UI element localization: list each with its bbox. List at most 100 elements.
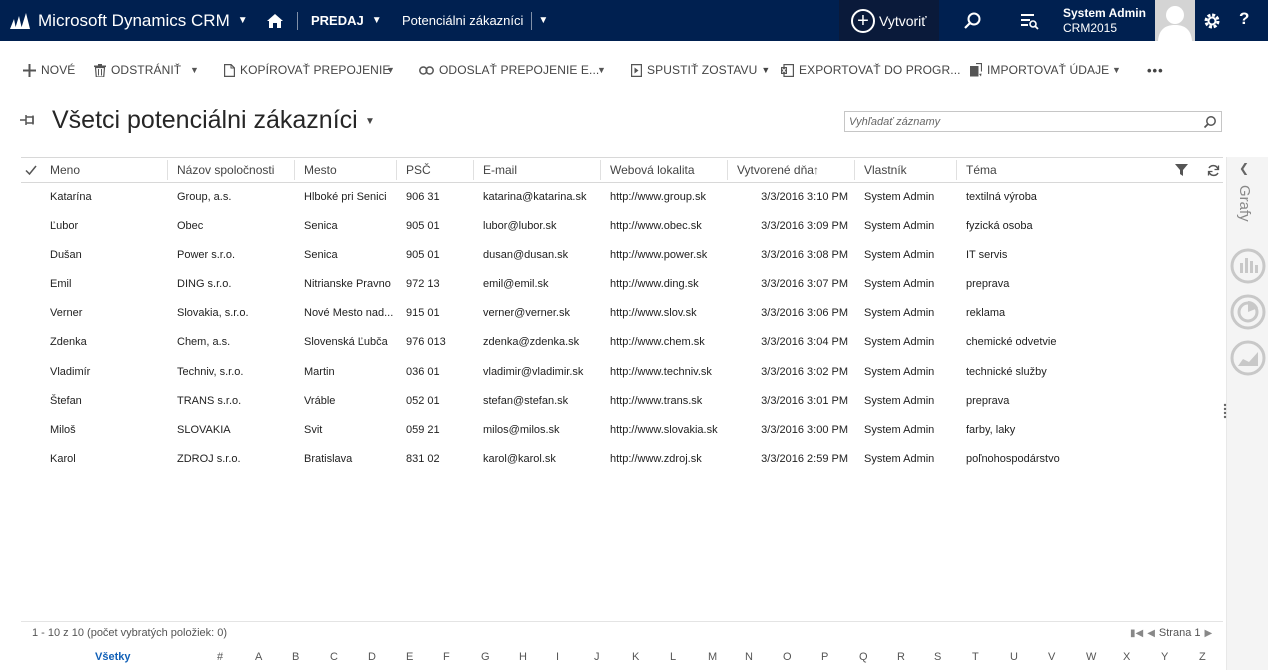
- charts-pane-label[interactable]: Grafy: [1236, 185, 1253, 222]
- advanced-find-icon[interactable]: [1019, 11, 1039, 31]
- cell-email[interactable]: verner@verner.sk: [483, 307, 570, 320]
- alpha-filter-letter[interactable]: D: [368, 651, 376, 663]
- cell-email[interactable]: zdenka@zdenka.sk: [483, 336, 580, 349]
- cell-name[interactable]: Emil: [50, 278, 72, 291]
- cell-website[interactable]: http://www.slovakia.sk: [610, 423, 718, 436]
- run-report-button[interactable]: SPUSTIŤ ZOSTAVU ▼: [631, 61, 770, 79]
- send-link-dropdown-icon[interactable]: ▼: [597, 65, 606, 75]
- table-row[interactable]: Štefan TRANS s.r.o. Vráble 052 01 stefan@ste…: [21, 387, 1223, 416]
- alpha-filter-letter[interactable]: F: [443, 651, 450, 663]
- export-button[interactable]: EXPORTOVAŤ DO PROGR...: [781, 61, 961, 79]
- cell-email[interactable]: lubor@lubor.sk: [483, 220, 557, 233]
- alpha-filter-letter[interactable]: T: [972, 651, 979, 663]
- column-divider[interactable]: [473, 160, 474, 180]
- column-divider[interactable]: [294, 160, 295, 180]
- column-header-created-on[interactable]: Vytvorené dňa: [737, 163, 814, 177]
- table-row[interactable]: Miloš SLOVAKIA Svit 059 21 milos@milos.sk htt…: [21, 416, 1223, 445]
- help-button[interactable]: ?: [1239, 9, 1250, 28]
- column-header-city[interactable]: Mesto: [304, 163, 337, 177]
- cell-company[interactable]: TRANS s.r.o.: [177, 394, 242, 407]
- avatar[interactable]: [1155, 0, 1195, 41]
- alpha-filter-letter[interactable]: M: [708, 651, 718, 663]
- alpha-filter-letter[interactable]: N: [745, 651, 753, 663]
- table-row[interactable]: Zdenka Chem, a.s. Slovenská Ľubča 976 013 zd…: [21, 328, 1223, 357]
- user-info[interactable]: System Admin CRM2015: [1063, 6, 1146, 36]
- first-page-icon[interactable]: ▮◀: [1130, 627, 1144, 639]
- cell-company[interactable]: ZDROJ s.r.o.: [177, 452, 241, 465]
- copy-link-dropdown-icon[interactable]: ▼: [386, 65, 395, 75]
- alpha-filter-letter[interactable]: K: [632, 651, 640, 663]
- create-button[interactable]: + Vytvoriť: [839, 0, 939, 41]
- alpha-filter-letter[interactable]: U: [1010, 651, 1018, 663]
- alpha-filter-letter[interactable]: #: [217, 651, 224, 663]
- cell-website[interactable]: http://www.obec.sk: [610, 220, 702, 233]
- cell-name[interactable]: Verner: [50, 307, 83, 320]
- cell-company[interactable]: Chem, a.s.: [177, 336, 231, 349]
- alpha-filter-letter[interactable]: G: [481, 651, 490, 663]
- alpha-filter-letter[interactable]: E: [406, 651, 414, 663]
- filter-icon[interactable]: [1175, 164, 1188, 176]
- cell-company[interactable]: Techniv, s.r.o.: [177, 365, 244, 378]
- cell-email[interactable]: dusan@dusan.sk: [483, 249, 569, 262]
- search-input[interactable]: [845, 112, 1195, 131]
- delete-dropdown-icon[interactable]: ▼: [190, 65, 199, 75]
- cell-name[interactable]: Ľubor: [50, 220, 79, 233]
- alpha-filter-letter[interactable]: L: [670, 651, 677, 663]
- alpha-filter-letter[interactable]: S: [934, 651, 942, 663]
- alpha-filter-letter[interactable]: R: [897, 651, 905, 663]
- table-row[interactable]: Emil DING s.r.o. Nitrianske Pravno 972 13 em…: [21, 270, 1223, 299]
- cell-website[interactable]: http://www.group.sk: [610, 191, 706, 203]
- cell-name[interactable]: Zdenka: [50, 336, 87, 349]
- cell-website[interactable]: http://www.power.sk: [610, 249, 708, 262]
- column-divider[interactable]: [600, 160, 601, 180]
- search-box[interactable]: [844, 111, 1222, 132]
- alpha-filter-letter[interactable]: H: [519, 651, 527, 663]
- column-divider[interactable]: [396, 160, 397, 180]
- home-icon[interactable]: [265, 11, 285, 31]
- next-page-icon[interactable]: ▶: [1204, 627, 1213, 639]
- alpha-filter-letter[interactable]: A: [255, 651, 263, 663]
- page-title[interactable]: Všetci potenciálni zákazníci: [52, 106, 358, 134]
- cell-email[interactable]: milos@milos.sk: [483, 423, 560, 436]
- cell-name[interactable]: Dušan: [50, 249, 82, 262]
- cell-name[interactable]: Katarína: [50, 191, 92, 203]
- cell-email[interactable]: vladimir@vladimir.sk: [483, 365, 584, 378]
- alpha-filter-letter[interactable]: Q: [859, 651, 868, 663]
- copy-link-button[interactable]: KOPÍROVAŤ PREPOJENIE: [224, 61, 390, 79]
- cell-name[interactable]: Miloš: [50, 423, 76, 436]
- area-menu[interactable]: PREDAJ ▼: [311, 0, 382, 41]
- cell-website[interactable]: http://www.techniv.sk: [610, 365, 712, 378]
- column-header-company[interactable]: Názov spoločnosti: [177, 163, 275, 177]
- delete-button[interactable]: ODSTRÁNIŤ: [94, 61, 181, 79]
- alpha-filter-letter[interactable]: P: [821, 651, 829, 663]
- import-button[interactable]: IMPORTOVAŤ ÚDAJE: [969, 61, 1109, 79]
- cell-website[interactable]: http://www.ding.sk: [610, 278, 699, 291]
- alpha-filter-letter[interactable]: Y: [1161, 651, 1169, 663]
- cell-website[interactable]: http://www.zdroj.sk: [610, 452, 702, 465]
- alpha-filter-letter[interactable]: V: [1048, 651, 1056, 663]
- alpha-filter-letter[interactable]: W: [1086, 651, 1097, 663]
- send-link-button[interactable]: ODOSLAŤ PREPOJENIE E...: [419, 61, 599, 79]
- alpha-filter-letter[interactable]: I: [556, 651, 560, 663]
- cell-email[interactable]: katarina@katarina.sk: [483, 191, 587, 203]
- alpha-filter-letter[interactable]: Z: [1199, 651, 1206, 663]
- cell-company[interactable]: Obec: [177, 220, 204, 233]
- view-selector-chevron-icon[interactable]: ▼: [365, 116, 375, 127]
- column-header-website[interactable]: Webová lokalita: [610, 163, 695, 177]
- bar-chart-icon[interactable]: [1229, 247, 1267, 285]
- alpha-filter-all[interactable]: Všetky: [95, 651, 131, 663]
- cell-company[interactable]: Group, a.s.: [177, 191, 232, 203]
- alpha-filter-letter[interactable]: X: [1123, 651, 1131, 663]
- cell-company[interactable]: Slovakia, s.r.o.: [177, 307, 249, 320]
- pin-icon[interactable]: [20, 113, 38, 127]
- chevron-left-icon[interactable]: ❮: [1239, 161, 1250, 175]
- table-row[interactable]: Karol ZDROJ s.r.o. Bratislava 831 02 karol@k…: [21, 445, 1223, 474]
- import-dropdown-icon[interactable]: ▼: [1112, 65, 1121, 75]
- cell-website[interactable]: http://www.trans.sk: [610, 394, 703, 407]
- column-header-topic[interactable]: Téma: [966, 163, 997, 177]
- table-row[interactable]: Dušan Power s.r.o. Senica 905 01 dusan@dusan…: [21, 241, 1223, 270]
- gear-icon[interactable]: [1202, 11, 1222, 31]
- select-all-check-icon[interactable]: [25, 164, 37, 176]
- cell-email[interactable]: emil@emil.sk: [483, 278, 549, 291]
- entity-menu[interactable]: Potenciálni zákazníci ▼: [402, 0, 548, 41]
